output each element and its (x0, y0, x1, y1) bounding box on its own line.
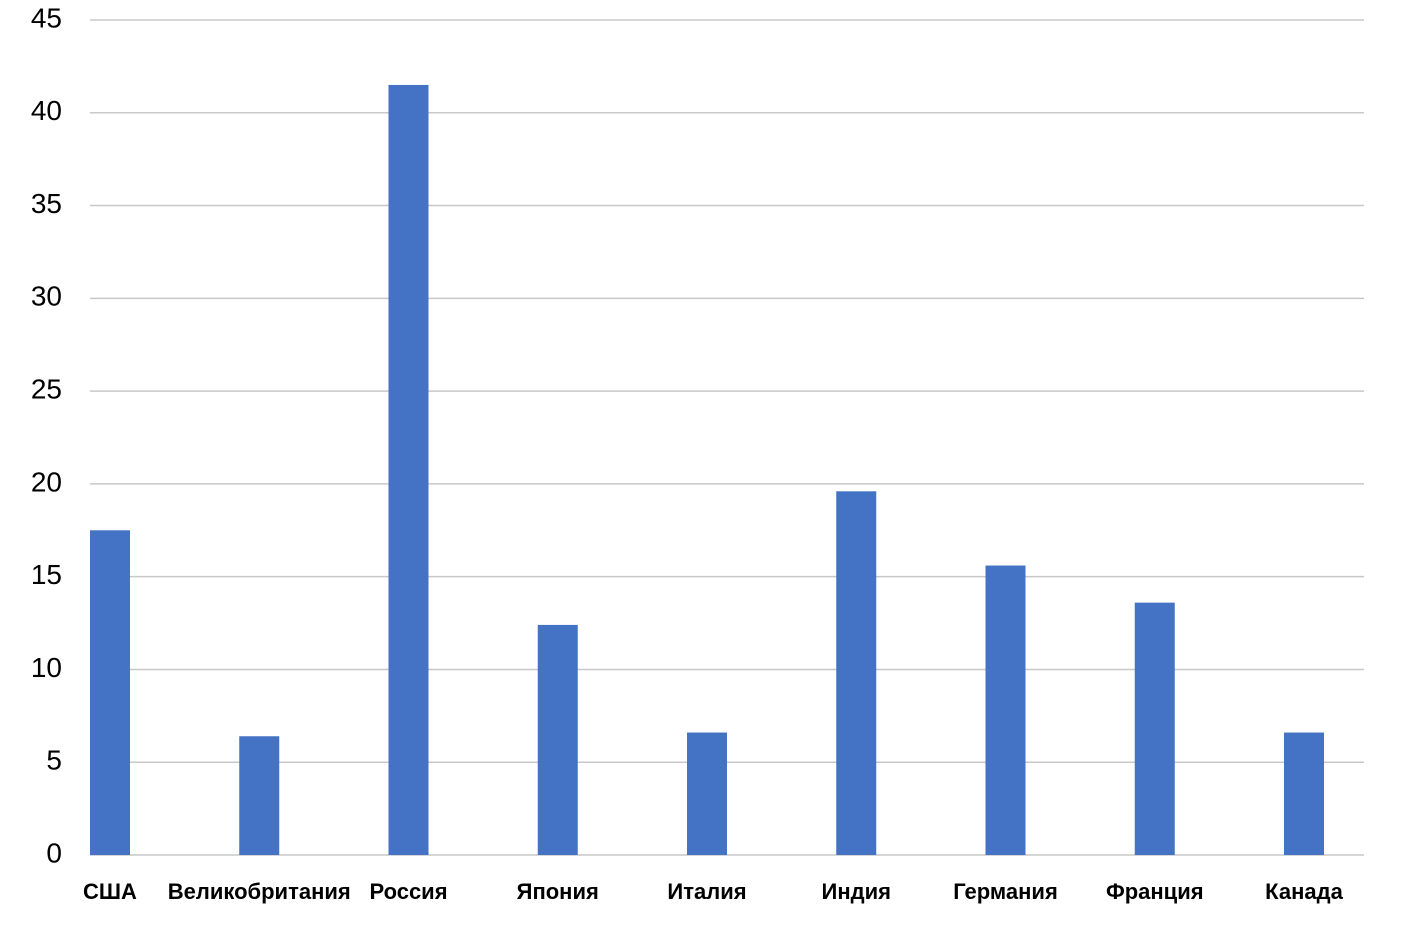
x-tick-label: Япония (517, 879, 599, 904)
x-tick-label: Франция (1106, 879, 1204, 904)
bar (836, 491, 877, 855)
x-tick-label: США (83, 879, 137, 904)
y-tick-label: 15 (31, 559, 62, 590)
bar (1284, 732, 1324, 855)
bar (90, 530, 130, 855)
x-tick-label: Германия (953, 879, 1058, 904)
x-tick-label: Индия (822, 879, 891, 904)
y-tick-label: 0 (46, 837, 62, 868)
bar (687, 732, 727, 855)
x-tick-label: Россия (369, 879, 447, 904)
bar (1134, 602, 1175, 855)
bar (388, 84, 429, 855)
y-tick-label: 40 (31, 95, 62, 126)
y-tick-label: 35 (31, 188, 62, 219)
y-tick-label: 30 (31, 281, 62, 312)
y-tick-label: 5 (46, 745, 62, 776)
x-tick-label: Канада (1265, 879, 1343, 904)
y-tick-label: 45 (31, 2, 62, 33)
bar (537, 624, 578, 855)
bar (985, 565, 1026, 855)
y-tick-label: 25 (31, 374, 62, 405)
y-tick-label: 20 (31, 466, 62, 497)
x-tick-label: Италия (667, 879, 746, 904)
bar (239, 736, 280, 855)
y-tick-label: 10 (31, 652, 62, 683)
x-tick-label: Великобритания (168, 879, 351, 904)
